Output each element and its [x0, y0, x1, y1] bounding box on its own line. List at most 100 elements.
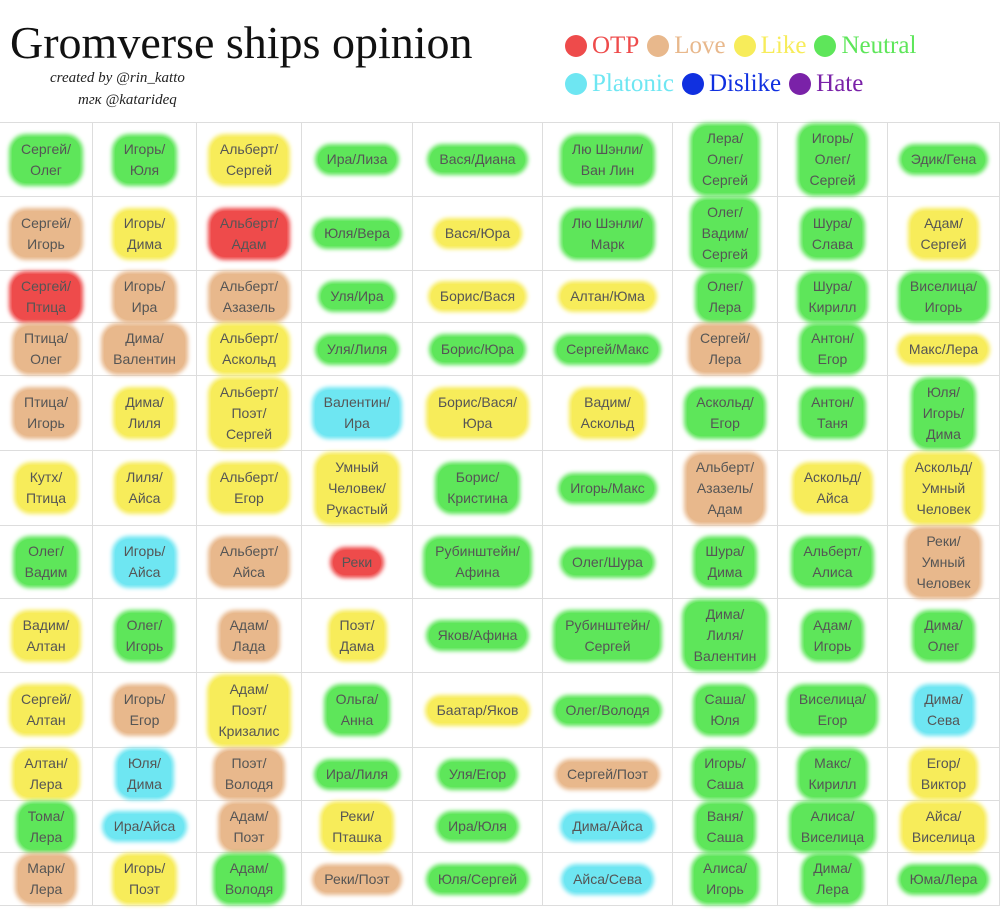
cell: Вася/Диана [413, 123, 543, 197]
ship: Рубинштейн/ Сергей [556, 612, 659, 659]
ship: Антон/ Таня [802, 390, 863, 436]
cell: Олег/Володя [543, 673, 673, 748]
ship: Дима/ Сева [915, 687, 972, 733]
cell: Ваня/ Саша [673, 801, 778, 853]
ship: Юля/Вера [315, 221, 399, 246]
cell: Айса/ Виселица [888, 801, 1000, 853]
ship: Игорь/ Юля [114, 136, 175, 183]
cell: Адам/ Игорь [778, 599, 888, 673]
legend: OTP Love Like Neutral Platonic Dislike Hate [565, 32, 985, 98]
legend-item: Hate [789, 70, 863, 98]
legend-item: Platonic [565, 70, 674, 98]
cell: Уля/Егор [413, 748, 543, 801]
cell: Альберт/ Азазель/ Адам [673, 451, 778, 526]
cell: Лю Шэнли/ Марк [543, 197, 673, 271]
ship: Уля/Ира [321, 284, 393, 309]
ship: Сергей/Макс [557, 336, 658, 362]
ship: Реки/ Умный Человек [907, 528, 980, 596]
ship: Альберт/ Алиса [794, 539, 871, 585]
ship: Сергей/ Олег [12, 136, 80, 183]
ship: Шура/ Дима [696, 539, 754, 585]
cell: Дима/ Лиля/ Валентин [673, 599, 778, 673]
ship: Сергей/ Игорь [12, 210, 80, 257]
cell: Баатар/Яков [413, 673, 543, 748]
ship: Ира/Лиля [316, 761, 398, 787]
ship: Олег/Володя [556, 697, 659, 723]
channel: тгк @katarideq [78, 92, 177, 108]
ship: Ольга/ Анна [326, 687, 388, 733]
cell: Адам/ Володя [197, 853, 302, 906]
cell: Борис/Вася/ Юра [413, 376, 543, 451]
ship: Рубинштейн/ Афина [426, 539, 529, 585]
legend-dot [647, 35, 670, 57]
ship: Уля/Лиля [317, 336, 397, 362]
ship: Макс/Лера [899, 336, 988, 362]
ship: Дима/ Валентин [104, 326, 185, 372]
ship: Ваня/ Саша [697, 803, 753, 850]
cell: Альберт/ Аскольд [197, 323, 302, 376]
cell: Рубинштейн/ Афина [413, 526, 543, 599]
cell: Адам/ Сергей [888, 197, 1000, 271]
legend-dot [789, 73, 812, 95]
ship: Адам/ Лада [220, 612, 278, 659]
legend-dot [681, 73, 704, 95]
cell: Антон/ Таня [778, 376, 888, 451]
ship: Умный Человек/ Рукастый [317, 454, 397, 522]
ship: Адам/ Игорь [804, 612, 861, 659]
ship: Дима/ Олег [915, 612, 972, 659]
ship: Игорь/ Олег/ Сергей [800, 126, 865, 193]
legend-item: Dislike [681, 70, 781, 98]
cell: Юля/Сергей [413, 853, 543, 906]
cell: Макс/ Кирилл [778, 748, 888, 801]
ship: Адам/ Володя [215, 856, 283, 902]
cell: Сергей/ Лера [673, 323, 778, 376]
ship: Юля/Сергей [428, 866, 527, 892]
cell: Борис/ Кристина [413, 451, 543, 526]
ship: Юля/ Игорь/ Дима [913, 379, 974, 447]
title: Gromverse ships opinion [10, 17, 473, 68]
ship: Игорь/ Поэт [114, 856, 175, 902]
ship: Борис/Вася/ Юра [428, 390, 527, 436]
cell: Реки/Поэт [302, 853, 413, 906]
ship: Олег/Шура [563, 549, 652, 575]
cell: Вадим/ Аскольд [543, 376, 673, 451]
ship: Альберт/ Аскольд [210, 326, 288, 372]
cell: Валентин/ Ира [302, 376, 413, 451]
cell: Эдик/Гена [888, 123, 1000, 197]
cell: Аскольд/ Умный Человек [888, 451, 1000, 526]
cell: Кутх/ Птица [0, 451, 93, 526]
ship: Вадим/ Аскольд [571, 390, 644, 436]
cell: Альберт/ Поэт/ Сергей [197, 376, 302, 451]
ship: Виселица/ Игорь [900, 273, 987, 320]
cell: Алтан/Юма [543, 271, 673, 323]
ship: Реки/ Пташка [323, 803, 391, 850]
ship: Олег/ Вадим/ Сергей [692, 200, 758, 267]
ship: Борис/Юра [431, 336, 524, 362]
cell: Альберт/ Адам [197, 197, 302, 271]
ship: Альберт/ Егор [210, 465, 288, 511]
cell: Юля/ Дима [93, 748, 197, 801]
ship: Альберт/ Сергей [210, 136, 288, 183]
legend-dot [565, 35, 587, 57]
cell: Уля/Ира [302, 271, 413, 323]
ship: Птица/ Игорь [15, 390, 77, 436]
ship: Борис/Вася [430, 284, 525, 309]
ship: Макс/ Кирилл [799, 751, 866, 797]
cell: Ира/Айса [93, 801, 197, 853]
ship: Адам/ Поэт [220, 803, 278, 850]
cell: Юма/Лера [888, 853, 1000, 906]
ship: Алтан/Юма [561, 284, 654, 309]
ship: Лера/ Олег/ Сергей [692, 126, 758, 193]
ship: Олег/ Игорь [116, 612, 173, 659]
ship: Сергей/Поэт [557, 761, 658, 787]
cell: Реки [302, 526, 413, 599]
cell: Игорь/ Егор [93, 673, 197, 748]
cell: Адам/ Поэт [197, 801, 302, 853]
legend-item: Like [733, 32, 806, 60]
cell: Дима/ Лера [778, 853, 888, 906]
ship: Эдик/Гена [901, 147, 986, 172]
cell: Олег/Шура [543, 526, 673, 599]
cell: Дима/Айса [543, 801, 673, 853]
cell: Альберт/ Сергей [197, 123, 302, 197]
